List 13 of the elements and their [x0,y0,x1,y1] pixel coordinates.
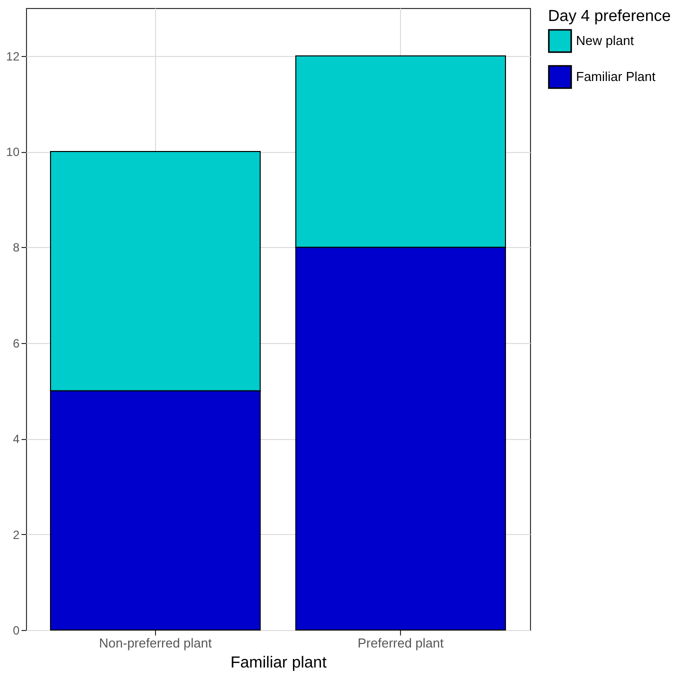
y-tick-label: 12 [6,49,20,64]
y-tick-label: 10 [6,145,20,160]
y-tick-label: 4 [12,432,20,446]
y-tick-label: 0 [12,624,20,638]
y-tick-label: 2 [12,528,20,542]
legend-title: Day 4 preference [548,8,671,25]
legend-label: New plant [576,33,634,48]
y-tick-label: 6 [12,336,20,350]
x-tick-label: Non-preferred plant [99,636,212,650]
x-tick-label: Preferred plant [358,636,444,650]
legend-label: Familiar Plant [576,69,656,84]
x-axis-title: Familiar plant [230,654,328,672]
y-tick-label: 8 [12,240,20,255]
